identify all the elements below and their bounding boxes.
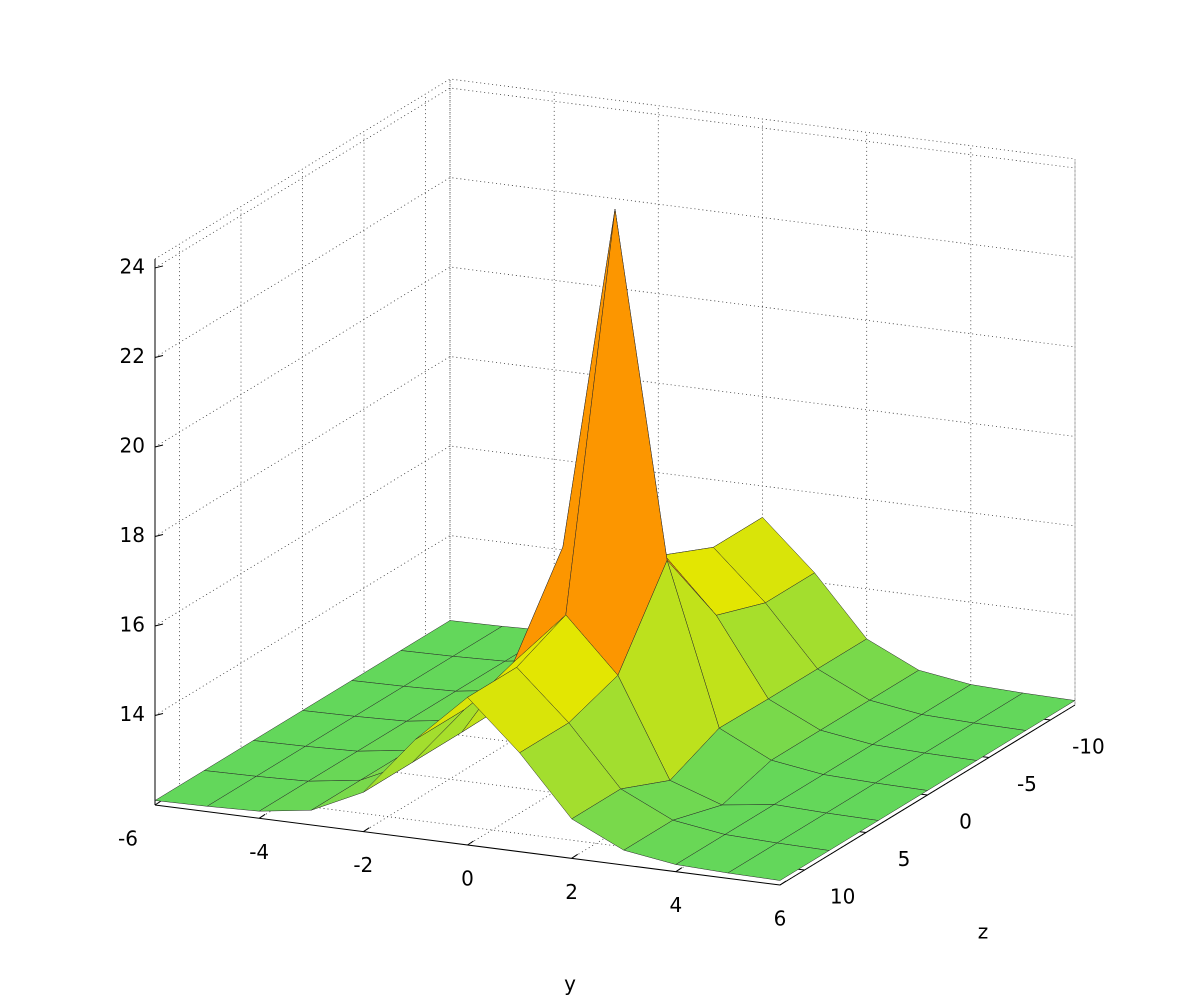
z-tick-label: 20 <box>120 433 145 457</box>
y-tick-label: -5 <box>1017 772 1037 796</box>
z-tick-label: 18 <box>120 523 145 547</box>
z-tick <box>154 444 164 448</box>
x-tick <box>363 827 370 833</box>
x-tick-label: 2 <box>565 880 578 904</box>
x-tick-label: -4 <box>249 840 269 864</box>
y-tick-label: 0 <box>959 810 972 834</box>
x-tick <box>467 840 474 846</box>
y-tick-label: -10 <box>1072 735 1105 759</box>
x-tick <box>675 867 683 873</box>
y-tick-label: 10 <box>830 885 855 909</box>
z-tick <box>154 533 164 537</box>
z-tick <box>154 354 164 358</box>
z-tick-label: 14 <box>120 702 145 726</box>
x-tick-label: 0 <box>461 867 474 891</box>
y-axis-label: z <box>978 920 989 944</box>
x-tick <box>258 813 266 819</box>
z-tick-label: 16 <box>120 612 145 636</box>
z-tick <box>154 265 164 269</box>
y-tick-label: 5 <box>898 847 911 871</box>
z-tick <box>154 623 164 627</box>
x-tick-label: -6 <box>118 827 138 851</box>
z-tick-label: 22 <box>120 344 145 368</box>
surface-patch <box>727 842 830 881</box>
box-edge <box>154 78 1076 705</box>
x-tick-label: 6 <box>774 907 787 931</box>
x-tick <box>571 853 578 859</box>
x-tick-label: -2 <box>353 853 373 877</box>
x-axis-label: y <box>564 972 576 996</box>
x-tick <box>154 800 162 806</box>
z-tick <box>154 713 164 716</box>
x-tick-label: 4 <box>669 893 682 917</box>
x-tick <box>779 880 787 886</box>
z-tick-label: 24 <box>120 254 145 278</box>
